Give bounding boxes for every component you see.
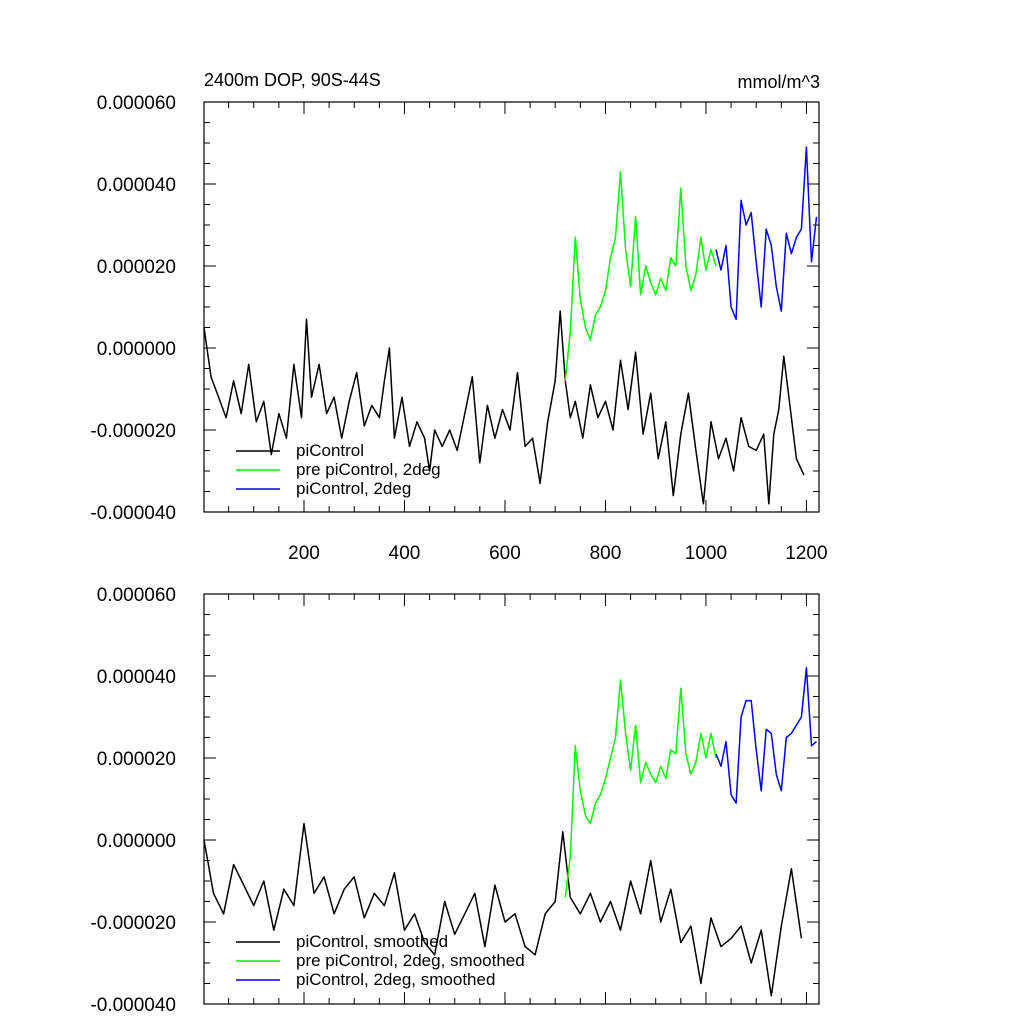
tick-group: -0.000040 -0.000020 0.000000 0.000020 0.0000… [90,585,819,1016]
top-chart-panel: 2400m DOP, 90S-44S mmol/m^3 -0.000040-0.… [90,70,827,564]
y-tick-label: 0.000000 [97,831,176,852]
series-group [203,667,817,997]
legend-label: piControl, 2deg [296,479,411,498]
x-tick-label: 600 [489,543,521,564]
x-tick-label: 200 [288,543,320,564]
x-tick-label: 1000 [685,543,727,564]
chart-title: 2400m DOP, 90S-44S [204,70,381,90]
x-tick-label: 400 [389,543,421,564]
bottom-chart-panel: -0.000040 -0.000020 0.000000 0.000020 0.0000… [90,585,820,1016]
tick-group: -0.000040 -0.000020 0.000000 0.000020 0.0000… [90,93,827,564]
y-tick-label: 0.000020 [97,749,176,770]
legend-label: pre piControl, 2deg, smoothed [296,951,525,970]
legend-label: piControl, 2deg, smoothed [296,970,495,989]
series-line-2 [564,679,717,898]
x-tick-label: 1200 [785,543,827,564]
chart-units-label: mmol/m^3 [738,72,820,92]
y-tick-label: -0.000040 [90,995,176,1016]
y-tick-label: -0.000040 [90,503,176,524]
series-line-1 [203,822,803,997]
y-tick-label: -0.000020 [90,421,176,442]
y-tick-label: -0.000020 [90,913,176,934]
legend-label: piControl, smoothed [296,932,448,951]
y-tick-label: 0.000040 [97,175,176,196]
series-line-3 [715,146,818,321]
y-tick-label: 0.000000 [97,339,176,360]
y-tick-label: 0.000060 [97,93,176,114]
series-line-3 [715,667,817,804]
series-group [203,146,818,505]
y-tick-label: 0.000040 [97,667,176,688]
legend-label: pre piControl, 2deg [296,460,441,479]
series-line-1 [203,310,805,505]
legend-label: piControl [296,441,364,460]
y-tick-label: 0.000060 [97,585,176,606]
series-line-2 [564,170,717,381]
x-tick-label: 800 [590,543,622,564]
y-tick-label: 0.000020 [97,257,176,278]
